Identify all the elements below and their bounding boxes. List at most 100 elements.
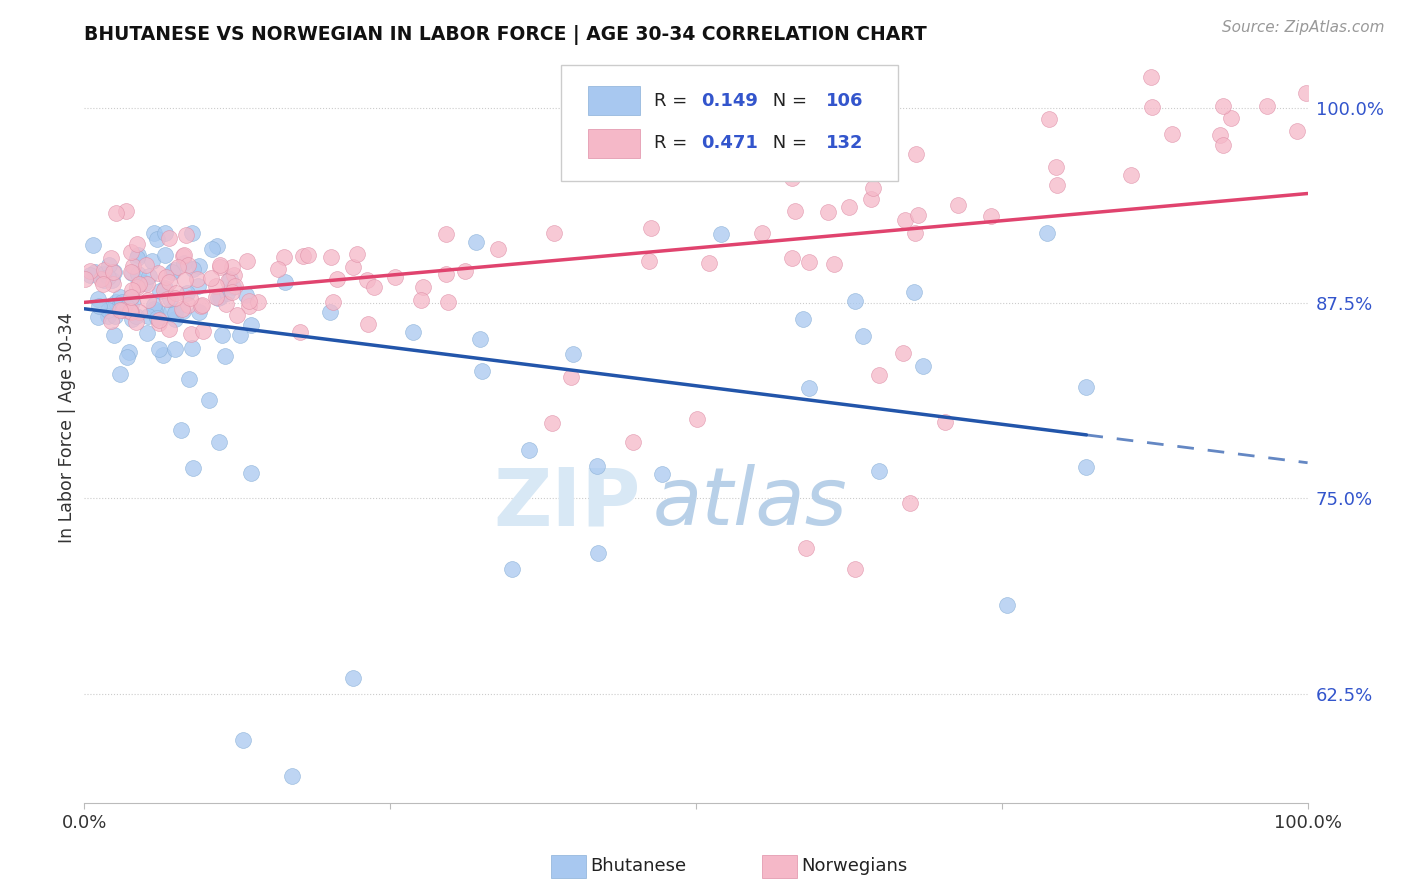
Point — [437, 295, 460, 310]
Point — [117, 345, 139, 359]
Point — [792, 312, 814, 326]
Point — [273, 250, 295, 264]
Point — [1140, 100, 1163, 114]
Point — [560, 369, 582, 384]
Point — [181, 342, 204, 356]
Point — [207, 291, 229, 305]
Point — [912, 359, 935, 374]
Text: N =: N = — [766, 135, 813, 153]
Point — [221, 260, 243, 274]
Text: 106: 106 — [825, 92, 863, 110]
Point — [1209, 128, 1232, 142]
Point — [100, 273, 122, 287]
Point — [121, 295, 143, 310]
Point — [122, 259, 145, 273]
Point — [1045, 160, 1067, 174]
Text: 0.149: 0.149 — [700, 92, 758, 110]
Point — [101, 298, 124, 312]
Point — [115, 300, 138, 314]
Point — [120, 290, 142, 304]
Point — [904, 146, 927, 161]
Point — [100, 313, 122, 327]
Point — [215, 285, 238, 300]
Point — [84, 265, 107, 279]
Point — [357, 317, 380, 331]
Point — [104, 294, 127, 309]
Point — [121, 312, 143, 326]
Point — [186, 272, 208, 286]
Point — [174, 227, 197, 242]
Point — [844, 562, 866, 576]
Point — [149, 285, 172, 299]
Point — [127, 267, 149, 281]
Point — [903, 285, 925, 299]
Point — [157, 231, 180, 245]
Point — [402, 325, 425, 339]
Point — [686, 412, 709, 426]
Point — [105, 205, 128, 219]
Point — [180, 226, 202, 240]
Point — [502, 562, 524, 576]
Point — [108, 297, 131, 311]
Point — [111, 303, 134, 318]
Point — [817, 205, 839, 219]
Text: N =: N = — [766, 92, 813, 110]
Point — [136, 277, 159, 291]
Point — [471, 363, 494, 377]
Text: R =: R = — [654, 92, 693, 110]
Point — [1074, 460, 1097, 475]
Point — [103, 265, 125, 279]
Point — [141, 254, 163, 268]
Point — [103, 328, 125, 343]
Point — [1212, 99, 1234, 113]
Point — [232, 733, 254, 747]
Point — [121, 283, 143, 297]
Point — [146, 266, 169, 280]
Point — [1161, 127, 1184, 141]
Point — [101, 265, 124, 279]
Point — [90, 272, 112, 286]
Point — [1285, 123, 1308, 137]
Point — [621, 434, 644, 449]
Point — [153, 226, 176, 240]
Point — [541, 416, 564, 430]
Point — [384, 270, 406, 285]
Point — [188, 259, 211, 273]
Point — [181, 460, 204, 475]
Point — [780, 251, 803, 265]
Point — [170, 423, 193, 437]
Point — [75, 271, 97, 285]
Point — [177, 258, 200, 272]
Text: 132: 132 — [825, 135, 863, 153]
Point — [273, 275, 295, 289]
Point — [436, 227, 458, 241]
Point — [898, 496, 921, 510]
Point — [342, 260, 364, 274]
Point — [173, 255, 195, 269]
Point — [108, 302, 131, 317]
Point — [946, 198, 969, 212]
Point — [120, 265, 142, 279]
FancyBboxPatch shape — [561, 65, 898, 181]
Point — [97, 269, 120, 284]
Point — [297, 248, 319, 262]
Point — [201, 242, 224, 256]
Point — [146, 311, 169, 326]
Point — [176, 285, 198, 300]
Point — [163, 262, 186, 277]
Point — [111, 294, 134, 309]
Point — [157, 275, 180, 289]
Point — [266, 261, 288, 276]
Point — [465, 235, 488, 249]
Point — [87, 310, 110, 325]
Point — [236, 254, 259, 268]
Point — [859, 193, 882, 207]
Point — [852, 329, 875, 343]
Point — [136, 293, 159, 307]
Point — [160, 304, 183, 318]
Point — [823, 257, 845, 271]
Point — [177, 298, 200, 312]
Point — [1036, 226, 1059, 240]
Point — [120, 245, 142, 260]
Point — [87, 292, 110, 306]
